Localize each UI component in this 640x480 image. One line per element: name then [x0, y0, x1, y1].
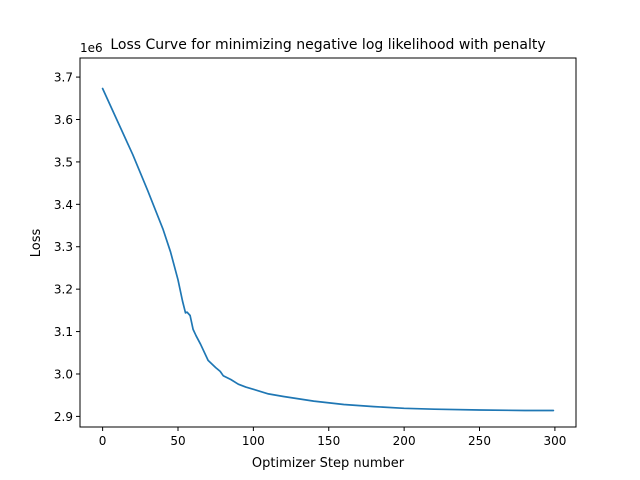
y-offset-text: 1e6 — [80, 41, 103, 55]
x-axis: 0 50 100 150 200 250 300 — [99, 427, 566, 448]
y-tick-label: 3.5 — [54, 155, 73, 169]
x-tick-label: 200 — [393, 434, 416, 448]
y-tick-label: 3.3 — [54, 240, 73, 254]
y-tick-label: 3.2 — [54, 283, 73, 297]
x-tick-label: 300 — [543, 434, 566, 448]
y-tick-label: 3.1 — [54, 325, 73, 339]
chart-title: Loss Curve for minimizing negative log l… — [110, 37, 545, 53]
y-tick-label: 2.9 — [54, 410, 73, 424]
y-axis: 2.9 3.0 3.1 3.2 3.3 3.4 3.5 3.6 3.7 — [54, 71, 80, 424]
x-tick-label: 150 — [317, 434, 340, 448]
x-tick-label: 250 — [468, 434, 491, 448]
y-tick-label: 3.6 — [54, 113, 73, 127]
x-tick-label: 50 — [170, 434, 185, 448]
loss-series-line — [101, 87, 555, 412]
y-tick-label: 3.7 — [54, 71, 73, 85]
x-axis-label: Optimizer Step number — [252, 456, 405, 471]
y-axis-label: Loss — [29, 229, 44, 258]
y-tick-label: 3.4 — [54, 198, 73, 212]
plot-frame — [79, 57, 577, 428]
x-tick-label: 0 — [99, 434, 107, 448]
x-tick-label: 100 — [242, 434, 265, 448]
y-tick-label: 3.0 — [54, 367, 73, 381]
plot-layer — [101, 87, 555, 412]
